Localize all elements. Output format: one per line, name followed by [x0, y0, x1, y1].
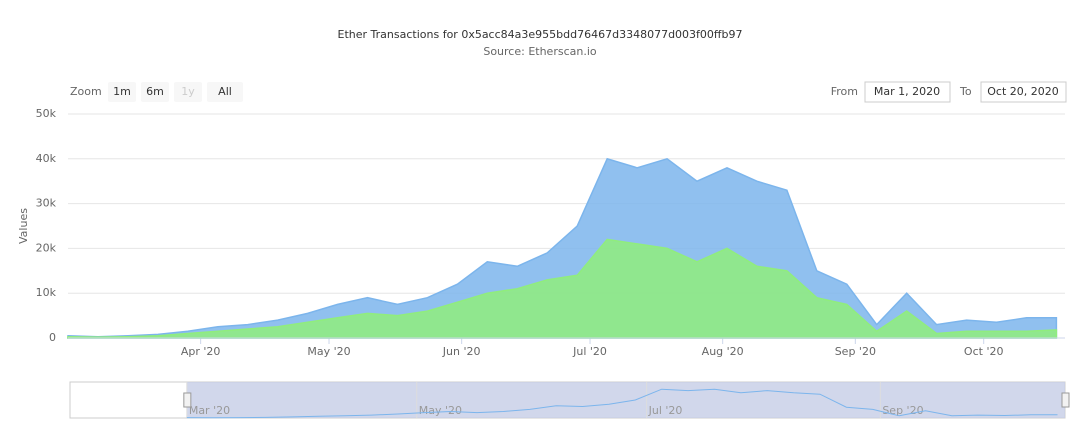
to-value[interactable]: Oct 20, 2020 [987, 85, 1059, 98]
zoom-label: Zoom [70, 85, 102, 98]
navigator-line [186, 388, 1058, 419]
y-tick-label: 20k [36, 241, 57, 254]
x-tick-label: May '20 [307, 345, 350, 358]
zoom-button-label[interactable]: 6m [146, 85, 164, 98]
zoom-button[interactable] [174, 82, 202, 102]
navigator-handle[interactable] [183, 392, 192, 408]
chart-title: Ether Transactions for 0x5acc84a3e955bdd… [338, 28, 743, 41]
navigator-tick-label: Mar '20 [189, 404, 230, 417]
x-tick-label: Jun '20 [442, 345, 481, 358]
y-tick-label: 10k [36, 286, 57, 299]
from-label: From [831, 85, 858, 98]
zoom-button-label[interactable]: All [218, 85, 232, 98]
x-tick-label: Oct '20 [964, 345, 1004, 358]
zoom-button-label[interactable]: 1y [181, 85, 195, 98]
x-tick-label: Apr '20 [181, 345, 221, 358]
y-tick-label: 0 [49, 331, 56, 344]
from-value[interactable]: Mar 1, 2020 [874, 85, 940, 98]
y-tick-label: 30k [36, 197, 57, 210]
to-input[interactable] [980, 81, 1067, 103]
from-input[interactable] [864, 81, 951, 103]
zoom-button[interactable] [108, 82, 136, 102]
zoom-button-label[interactable]: 1m [113, 85, 131, 98]
x-tick-label: Jul '20 [572, 345, 607, 358]
to-label: To [959, 85, 972, 98]
y-tick-label: 50k [36, 107, 57, 120]
navigator-tick-label: May '20 [419, 404, 462, 417]
chart-subtitle: Source: Etherscan.io [483, 45, 597, 58]
area-series [67, 238, 1058, 339]
zoom-button[interactable] [141, 82, 169, 102]
zoom-button[interactable] [207, 82, 243, 102]
x-tick-label: Sep '20 [835, 345, 876, 358]
navigator-handle[interactable] [1061, 392, 1070, 408]
y-axis-title: Values [17, 208, 30, 244]
x-tick-label: Aug '20 [702, 345, 744, 358]
navigator-tick-label: Jul '20 [648, 404, 683, 417]
y-tick-label: 40k [36, 152, 57, 165]
